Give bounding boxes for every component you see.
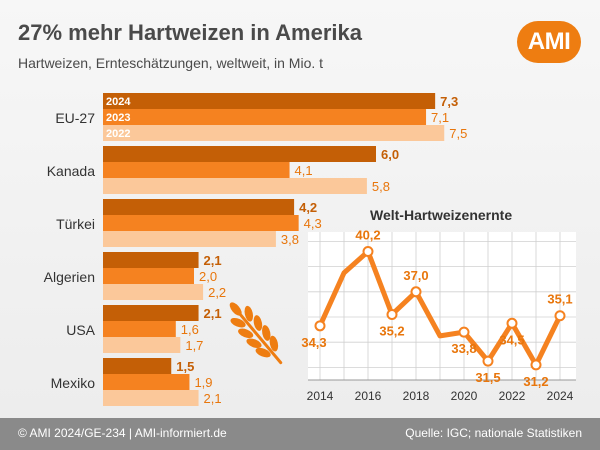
chart-title: 27% mehr Hartweizen in Amerika [18,20,362,45]
data-label-usa-2023: 1,6 [181,322,199,337]
line-label-2021: 31,5 [475,370,500,385]
legend-2024: 2024 [106,96,131,108]
data-label-algerien-2023: 2,0 [199,269,217,284]
bar-tuerkei-2023 [103,215,299,231]
data-label-eu-27-2022: 7,5 [449,126,467,141]
line-chart: 34,3 40,2 35,2 37,0 33,8 31,5 34,5 31,2 35,1 2014… [301,227,576,403]
line-label-2018: 37,0 [403,268,428,283]
line-chart-title: Welt-Hartweizenernte [370,207,513,223]
bar-kanada-2023 [103,162,290,178]
footer-source: Quelle: IGC; nationale Statistiken [405,426,582,440]
bar-usa-2024 [103,305,199,321]
line-x-tick-2014: 2014 [307,389,334,403]
legend-2022: 2022 [106,128,130,140]
data-label-tuerkei-2023: 4,3 [304,216,322,231]
data-label-kanada-2023: 4,1 [295,163,313,178]
bar-mexiko-2023 [103,374,190,390]
line-point-2016 [362,245,374,257]
bar-kanada-2024 [103,146,376,162]
data-label-usa-2022: 1,7 [185,338,203,353]
bar-eu-27-2023 [103,109,427,125]
bar-usa-2022 [103,337,181,353]
line-series-world-durum [317,248,563,368]
data-label-usa-2024: 2,1 [204,306,222,321]
category-label-kanada: Kanada [47,163,95,179]
wheat-icon [229,302,283,365]
line-label-2020: 33,8 [451,341,476,356]
data-label-mexiko-2024: 1,5 [176,359,194,374]
line-x-tick-2016: 2016 [355,389,382,403]
data-label-tuerkei-2022: 3,8 [281,232,299,247]
line-label-2014: 34,3 [301,335,326,350]
bar-chart: EU-27 7,3 2024 7,1 2023 7,5 2022 Kanada 6,0 4,1 5,… [44,93,467,406]
data-label-kanada-2022: 5,8 [372,179,390,194]
bar-mexiko-2024 [103,358,172,374]
category-label-algerien: Algerien [44,269,95,285]
bar-tuerkei-2022 [103,231,276,247]
data-label-algerien-2024: 2,1 [204,253,222,268]
bar-mexiko-2022 [103,390,199,406]
chart-subtitle: Hartweizen, Ernteschätzungen, weltweit, … [18,55,324,71]
category-label-mexiko: Mexiko [51,375,96,391]
line-point-2017 [386,308,398,320]
line-x-tick-2020: 2020 [451,389,478,403]
bar-usa-2023 [103,321,176,337]
line-label-2022: 34,5 [499,332,524,347]
line-point-2021 [482,355,494,367]
line-label-2023: 31,2 [523,374,548,389]
bar-kanada-2022 [103,178,367,194]
bar-algerien-2023 [103,268,194,284]
data-label-kanada-2024: 6,0 [381,147,399,162]
line-point-2022 [506,317,518,329]
data-label-tuerkei-2024: 4,2 [299,200,317,215]
ami-logo: AMI [517,21,581,63]
line-label-2024: 35,1 [547,292,572,307]
chart-svg: EU-27 7,3 2024 7,1 2023 7,5 2022 Kanada 6,0 4,1 5,… [44,93,576,406]
footer: © AMI 2024/GE-234 | AMI-informiert.de Qu… [0,418,600,450]
data-label-mexiko-2022: 2,1 [204,391,222,406]
data-label-mexiko-2023: 1,9 [194,375,212,390]
bar-eu-27-2022 [103,125,445,141]
bar-eu-27-2024 [103,93,436,109]
line-label-2016: 40,2 [355,227,380,242]
line-x-tick-2024: 2024 [547,389,574,403]
data-label-eu-27-2024: 7,3 [440,94,458,109]
line-label-2017: 35,2 [379,323,404,338]
category-label-tuerkei: Türkei [56,216,95,232]
line-point-2020 [458,326,470,338]
category-label-usa: USA [66,322,95,338]
line-point-2024 [554,310,566,322]
footer-copyright: © AMI 2024/GE-234 | AMI-informiert.de [18,426,227,440]
line-point-2014 [314,320,326,332]
data-label-algerien-2022: 2,2 [208,285,226,300]
line-point-2023 [530,359,542,371]
category-label-eu-27: EU-27 [55,110,95,126]
line-x-tick-2022: 2022 [499,389,526,403]
line-point-2018 [410,286,422,298]
line-x-tick-2018: 2018 [403,389,430,403]
bar-algerien-2024 [103,252,199,268]
bar-algerien-2022 [103,284,204,300]
data-label-eu-27-2023: 7,1 [431,110,449,125]
bar-tuerkei-2024 [103,199,295,215]
legend-2023: 2023 [106,112,130,124]
